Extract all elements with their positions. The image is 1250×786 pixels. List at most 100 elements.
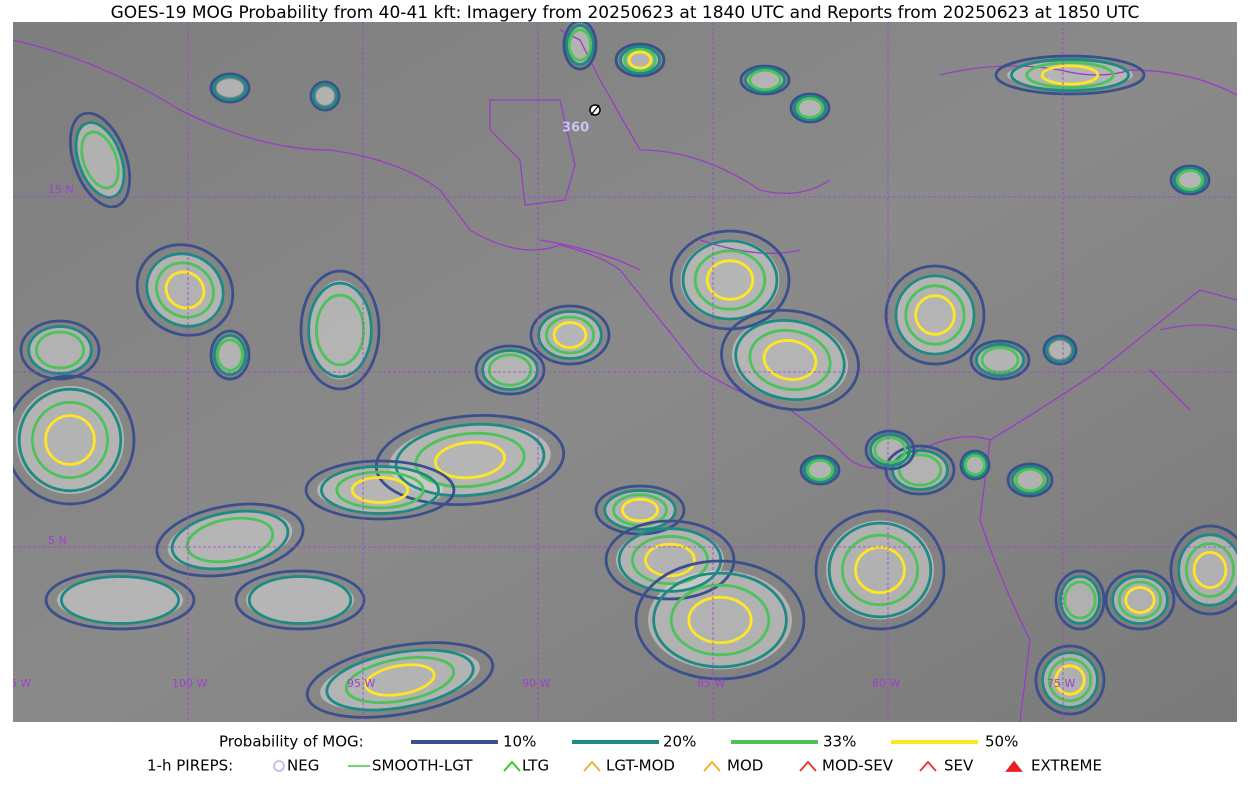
contour xyxy=(897,453,943,487)
contour xyxy=(567,28,593,62)
contour xyxy=(864,429,916,471)
legend-label: EXTREME xyxy=(1031,757,1102,775)
legend-icon xyxy=(919,760,937,772)
legend-icon xyxy=(799,760,817,772)
lon-label: 100 W xyxy=(172,677,207,690)
contour xyxy=(234,569,366,631)
contour xyxy=(1047,657,1093,703)
legend-title: 1-h PIREPS: xyxy=(147,757,233,775)
contour xyxy=(975,342,1025,378)
cloud xyxy=(569,27,591,63)
contour xyxy=(434,440,506,480)
contour xyxy=(744,66,787,94)
contour xyxy=(155,261,215,319)
cloud xyxy=(1113,577,1167,623)
contour xyxy=(789,92,831,124)
contour xyxy=(13,374,136,506)
cloud xyxy=(806,461,834,479)
contour xyxy=(216,338,244,372)
lon-label: 75 W xyxy=(1047,677,1075,690)
contour xyxy=(185,516,275,564)
cloud xyxy=(1062,577,1098,623)
contour xyxy=(529,304,611,366)
contour xyxy=(904,284,966,346)
cloud xyxy=(167,511,293,569)
contour xyxy=(796,97,824,120)
contour xyxy=(720,308,860,412)
contour xyxy=(964,453,987,476)
contour xyxy=(474,344,546,396)
contour xyxy=(669,583,771,657)
contour xyxy=(799,454,841,486)
contour xyxy=(687,595,753,645)
contour xyxy=(552,321,588,349)
contour xyxy=(1063,580,1097,620)
cloud xyxy=(483,352,537,388)
contour xyxy=(814,509,946,631)
contour xyxy=(311,82,339,110)
contour xyxy=(307,281,373,379)
contour xyxy=(969,339,1031,381)
contour xyxy=(739,64,791,96)
contour xyxy=(802,456,838,484)
contour xyxy=(884,264,986,366)
contour xyxy=(1034,644,1106,716)
contour xyxy=(914,294,956,336)
contour xyxy=(19,319,101,381)
cloud xyxy=(966,456,984,474)
cloud xyxy=(604,492,676,528)
contour xyxy=(681,239,779,321)
contour xyxy=(705,259,755,301)
contour xyxy=(841,533,920,607)
contour xyxy=(364,663,436,697)
contour xyxy=(1045,336,1075,364)
pirep-label: 360 xyxy=(562,121,589,136)
contour xyxy=(1177,533,1237,607)
cloud xyxy=(1013,469,1047,491)
cloud xyxy=(1007,61,1133,89)
cloud xyxy=(1176,171,1204,189)
legend-label: LTG xyxy=(522,757,549,775)
lon-label: 105 W xyxy=(0,677,31,690)
contour xyxy=(614,42,666,78)
contour xyxy=(634,559,806,681)
contour xyxy=(27,325,93,375)
borders xyxy=(13,29,1237,722)
legend-label: 50% xyxy=(985,733,1018,751)
contour xyxy=(481,348,539,391)
contour xyxy=(827,521,933,619)
contour xyxy=(565,23,595,67)
contour xyxy=(644,542,696,578)
contour xyxy=(314,293,365,367)
contour xyxy=(325,648,475,712)
contour xyxy=(994,54,1146,96)
contour xyxy=(627,50,653,70)
contour xyxy=(1059,575,1102,625)
contour xyxy=(304,459,456,521)
contour xyxy=(319,465,440,515)
contour xyxy=(209,329,251,381)
legend-icon xyxy=(1005,760,1023,772)
contour xyxy=(619,45,662,75)
contour xyxy=(17,387,123,493)
contour xyxy=(545,315,596,355)
contour xyxy=(1014,467,1046,493)
legend-label: NEG xyxy=(287,757,319,775)
contour xyxy=(631,535,710,586)
cloud xyxy=(1043,653,1097,707)
lat-label: 15 N xyxy=(48,183,74,196)
contour xyxy=(247,575,353,625)
contour xyxy=(135,243,235,337)
cloud xyxy=(796,99,824,117)
contour xyxy=(44,414,96,466)
cloud xyxy=(977,346,1023,374)
contour xyxy=(374,414,566,506)
contour xyxy=(562,22,598,71)
contour xyxy=(792,94,828,122)
contour xyxy=(1169,164,1211,196)
title: GOES-19 MOG Probability from 40-41 kft: … xyxy=(111,3,1140,23)
contour xyxy=(959,449,991,481)
legend-icon xyxy=(503,760,521,772)
lon-label: 85 W xyxy=(697,677,725,690)
